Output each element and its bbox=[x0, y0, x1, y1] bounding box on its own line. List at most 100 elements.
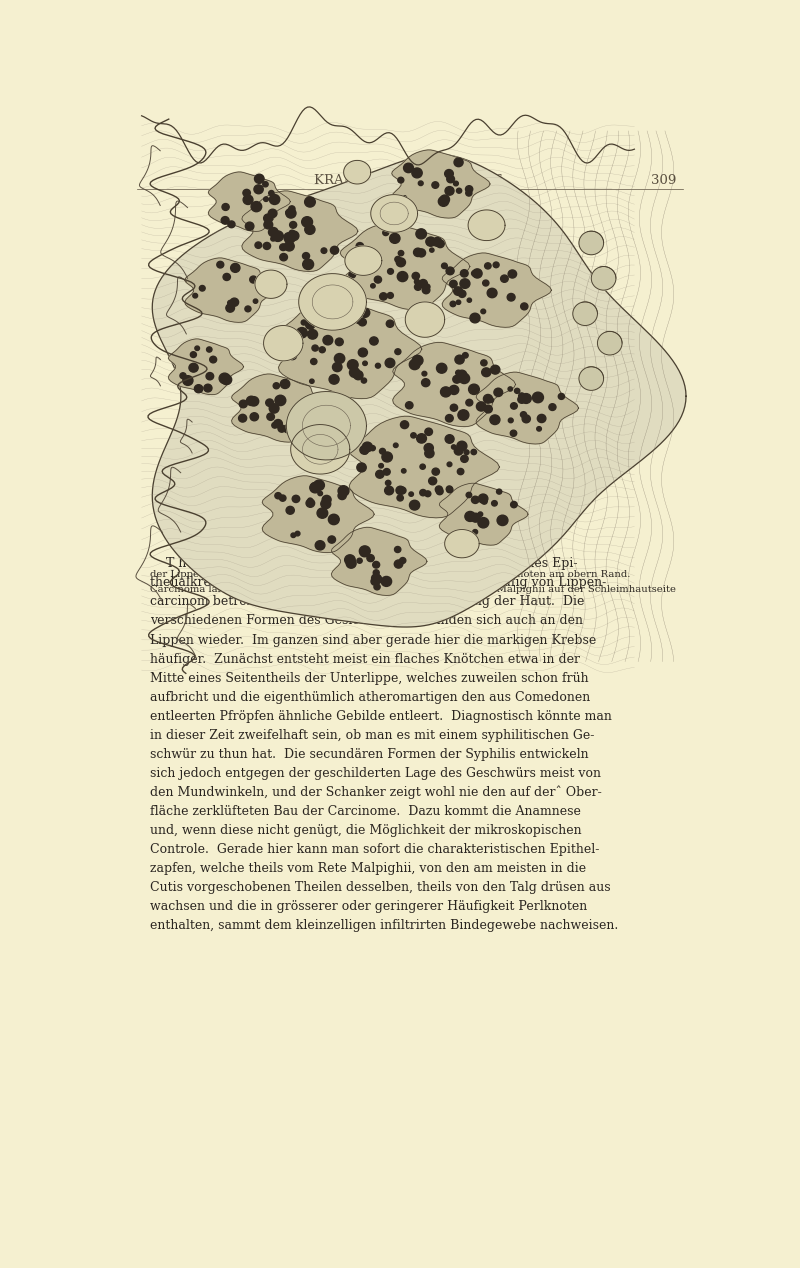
Circle shape bbox=[221, 217, 229, 224]
Circle shape bbox=[414, 249, 422, 256]
Circle shape bbox=[354, 370, 363, 379]
Polygon shape bbox=[185, 257, 278, 322]
Circle shape bbox=[386, 320, 394, 327]
Circle shape bbox=[446, 415, 454, 422]
Text: der Lippe.  Drüsiger Knoten mit Ulceration an der Oberfläche und Perlknoten am o: der Lippe. Drüsiger Knoten mit Ulceratio… bbox=[150, 571, 630, 579]
Circle shape bbox=[451, 445, 456, 449]
Circle shape bbox=[460, 279, 470, 288]
Circle shape bbox=[454, 158, 463, 166]
Circle shape bbox=[348, 308, 357, 316]
Circle shape bbox=[307, 412, 316, 421]
Circle shape bbox=[441, 387, 451, 397]
Circle shape bbox=[482, 280, 489, 287]
Circle shape bbox=[301, 320, 306, 325]
Circle shape bbox=[396, 486, 405, 495]
Circle shape bbox=[521, 303, 528, 309]
Circle shape bbox=[394, 443, 398, 448]
Circle shape bbox=[481, 360, 487, 366]
Circle shape bbox=[383, 469, 390, 476]
Circle shape bbox=[510, 501, 517, 507]
Text: Lippen wieder.  Im ganzen sind aber gerade hier die markigen Krebse: Lippen wieder. Im ganzen sind aber gerad… bbox=[150, 634, 596, 647]
Circle shape bbox=[270, 194, 280, 204]
Text: KRANKHEITEN DER LIPPE.: KRANKHEITEN DER LIPPE. bbox=[314, 174, 506, 186]
Circle shape bbox=[433, 237, 442, 246]
Circle shape bbox=[328, 536, 335, 543]
Circle shape bbox=[538, 415, 546, 422]
Circle shape bbox=[416, 228, 426, 238]
Circle shape bbox=[367, 264, 373, 269]
Circle shape bbox=[579, 366, 604, 391]
Circle shape bbox=[226, 304, 234, 312]
Text: fläche zerklüfteten Bau der Carcinome.  Dazu kommt die Anamnese: fläche zerklüfteten Bau der Carcinome. D… bbox=[150, 805, 581, 818]
Circle shape bbox=[360, 308, 370, 317]
Circle shape bbox=[493, 262, 499, 268]
Circle shape bbox=[598, 331, 622, 355]
Circle shape bbox=[469, 384, 479, 394]
Text: und, wenn diese nicht genügt, die Möglichkeit der mikroskopischen: und, wenn diese nicht genügt, die Möglic… bbox=[150, 824, 582, 837]
Circle shape bbox=[450, 302, 456, 307]
Circle shape bbox=[420, 464, 426, 469]
Circle shape bbox=[591, 266, 616, 290]
Circle shape bbox=[466, 185, 473, 193]
Polygon shape bbox=[262, 476, 374, 553]
Circle shape bbox=[315, 540, 325, 550]
Circle shape bbox=[497, 515, 508, 525]
Circle shape bbox=[310, 379, 314, 383]
Circle shape bbox=[306, 500, 314, 507]
Circle shape bbox=[230, 298, 238, 307]
Circle shape bbox=[369, 557, 374, 562]
Circle shape bbox=[521, 412, 526, 417]
Circle shape bbox=[454, 446, 463, 455]
Circle shape bbox=[458, 468, 464, 474]
Text: schwür zu thun hat.  Die secundären Formen der Syphilis entwickeln: schwür zu thun hat. Die secundären Forme… bbox=[150, 748, 588, 761]
Circle shape bbox=[302, 252, 310, 260]
Circle shape bbox=[419, 279, 427, 288]
Polygon shape bbox=[340, 223, 470, 309]
Circle shape bbox=[189, 364, 198, 372]
Circle shape bbox=[410, 501, 420, 510]
Circle shape bbox=[206, 347, 212, 353]
Circle shape bbox=[305, 197, 315, 207]
Circle shape bbox=[376, 470, 384, 478]
Circle shape bbox=[379, 449, 386, 454]
Circle shape bbox=[406, 402, 413, 408]
Circle shape bbox=[432, 468, 439, 476]
Circle shape bbox=[425, 429, 433, 435]
Circle shape bbox=[478, 512, 482, 516]
Circle shape bbox=[285, 235, 290, 238]
Circle shape bbox=[280, 254, 287, 261]
Circle shape bbox=[518, 393, 525, 398]
Circle shape bbox=[329, 374, 339, 384]
Circle shape bbox=[497, 489, 502, 495]
Circle shape bbox=[359, 545, 370, 557]
Circle shape bbox=[481, 309, 486, 313]
Circle shape bbox=[254, 299, 258, 303]
Circle shape bbox=[264, 221, 273, 230]
Circle shape bbox=[394, 547, 401, 553]
Circle shape bbox=[264, 197, 268, 202]
Circle shape bbox=[395, 256, 401, 262]
Circle shape bbox=[458, 410, 469, 420]
Polygon shape bbox=[370, 194, 418, 232]
Circle shape bbox=[483, 394, 493, 403]
Circle shape bbox=[450, 404, 458, 411]
Circle shape bbox=[461, 455, 468, 463]
Circle shape bbox=[470, 313, 480, 323]
Circle shape bbox=[272, 231, 283, 241]
Circle shape bbox=[466, 492, 472, 497]
Circle shape bbox=[283, 425, 292, 432]
Circle shape bbox=[417, 249, 426, 257]
Circle shape bbox=[398, 251, 404, 256]
Circle shape bbox=[357, 463, 366, 472]
Circle shape bbox=[180, 373, 186, 379]
Circle shape bbox=[385, 486, 394, 495]
Circle shape bbox=[306, 407, 316, 416]
Circle shape bbox=[370, 445, 375, 450]
Circle shape bbox=[461, 270, 468, 276]
Circle shape bbox=[334, 354, 345, 364]
Circle shape bbox=[275, 396, 286, 406]
Circle shape bbox=[508, 418, 513, 422]
Circle shape bbox=[305, 224, 315, 235]
Polygon shape bbox=[263, 326, 303, 361]
Circle shape bbox=[228, 301, 233, 306]
